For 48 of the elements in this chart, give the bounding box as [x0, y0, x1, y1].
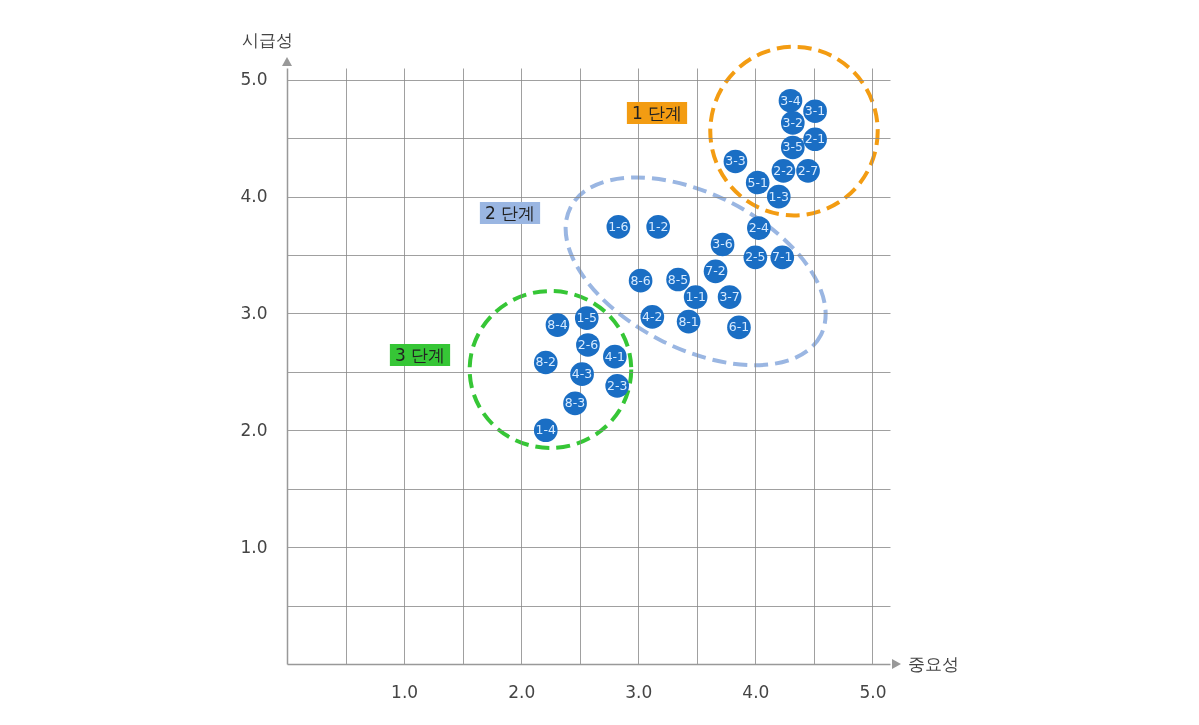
data-label: 1-3 [768, 188, 789, 204]
data-label: 2-6 [577, 336, 599, 352]
x-tick-label: 5.0 [859, 681, 887, 702]
y-axis-title: 시급성 [242, 29, 293, 50]
data-label: 3-5 [782, 139, 804, 155]
data-label: 8-3 [564, 395, 586, 411]
data-label: 7-1 [772, 249, 793, 265]
data-label: 8-6 [630, 272, 651, 288]
data-label: 8-2 [535, 354, 556, 370]
data-label: 1-5 [576, 310, 597, 326]
y-tick-label: 5.0 [240, 69, 268, 90]
data-label: 3-4 [780, 92, 801, 108]
y-tick-label: 1.0 [240, 536, 268, 557]
y-tick-label: 2.0 [240, 419, 268, 440]
data-label: 1-4 [535, 422, 557, 438]
data-label: 8-5 [667, 271, 689, 287]
data-label: 2-5 [745, 249, 766, 265]
x-tick-label: 4.0 [742, 681, 770, 702]
data-label: 3-2 [782, 114, 804, 130]
data-label: 4-2 [642, 308, 663, 324]
y-tick-label: 4.0 [240, 186, 268, 207]
x-tick-label: 3.0 [625, 681, 653, 702]
data-label: 1-1 [685, 289, 706, 305]
data-label: 8-4 [547, 317, 568, 333]
x-tick-label: 1.0 [391, 681, 419, 702]
data-label: 4-1 [604, 348, 626, 364]
data-label: 1-2 [647, 218, 669, 234]
data-label: 3-3 [725, 153, 746, 169]
y-tick-label: 3.0 [240, 302, 268, 323]
x-tick-label: 2.0 [508, 681, 536, 702]
annotation: 1 단계 [631, 103, 683, 123]
data-label: 4-3 [571, 366, 593, 382]
data-label: 8-1 [678, 313, 699, 329]
data-label: 2-1 [804, 131, 826, 147]
data-label: 2-4 [748, 220, 770, 236]
data-label: 2-3 [606, 377, 628, 393]
data-label: 3-1 [804, 103, 826, 119]
data-label: 1-6 [608, 218, 629, 234]
data-label: 7-2 [705, 263, 726, 279]
data-label: 3-6 [712, 236, 733, 252]
data-label: 6-1 [728, 319, 750, 335]
data-label: 2-2 [773, 162, 794, 178]
data-label: 2-7 [797, 162, 819, 178]
annotation: 3 단계 [394, 345, 446, 365]
x-axis-title: 중요성 [907, 653, 959, 674]
annotation: 2 단계 [484, 203, 536, 223]
data-label: 5-1 [747, 174, 768, 190]
data-label: 3-7 [719, 289, 740, 305]
